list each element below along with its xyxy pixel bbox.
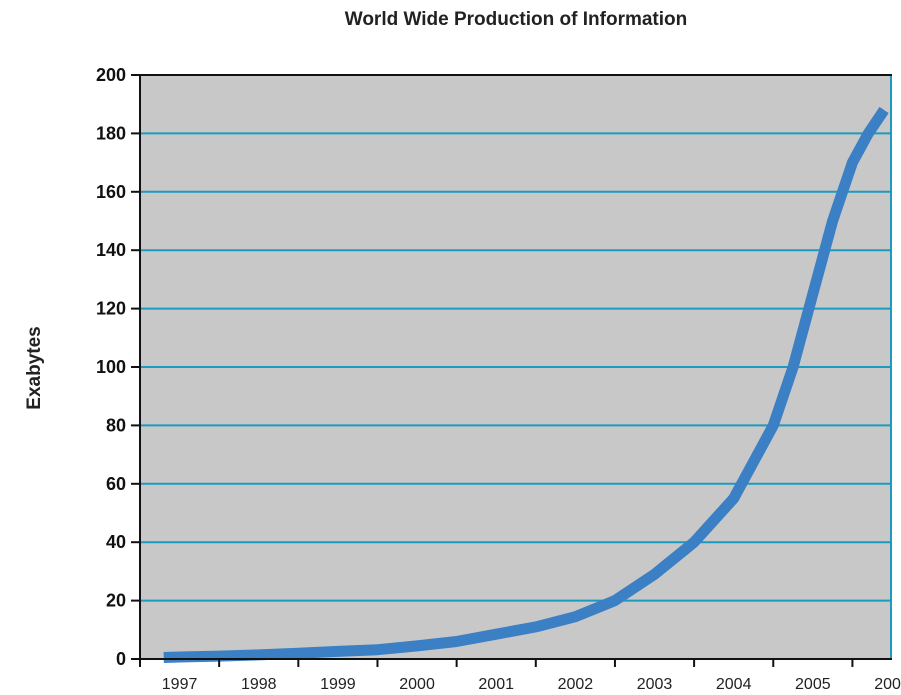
- series-line: [163, 106, 889, 663]
- y-tick-label: 20: [106, 591, 126, 611]
- y-tick-label: 100: [96, 357, 126, 377]
- y-axis-ticks: 0 20 40 60 80 100 120 140 160 180 200: [96, 65, 140, 669]
- y-tick-label: 180: [96, 123, 126, 143]
- y-tick-label: 160: [96, 182, 126, 202]
- x-tick-label: 2005: [795, 676, 831, 693]
- x-tick-label: 2006: [874, 676, 901, 693]
- x-axis-ticks: 1997 1998 1999 2000 2001 2002 2003 2004 2005 2006: [139, 659, 901, 693]
- y-tick-label: 60: [106, 474, 126, 494]
- series-layer: [163, 106, 889, 663]
- x-tick-label: 2003: [637, 676, 673, 693]
- chart-title: World Wide Production of Information: [345, 9, 688, 30]
- x-tick-label: 2002: [558, 676, 594, 693]
- x-tick-label: 2004: [716, 676, 752, 693]
- y-tick-label: 120: [96, 299, 126, 319]
- x-tick-label: 2000: [399, 676, 435, 693]
- y-tick-label: 80: [106, 415, 126, 435]
- x-tick-label: 1997: [162, 676, 198, 693]
- x-tick-label: 1998: [241, 676, 277, 693]
- gridlines: [140, 75, 892, 659]
- y-tick-label: 0: [116, 649, 126, 669]
- y-tick-label: 200: [96, 65, 126, 85]
- y-tick-label: 140: [96, 240, 126, 260]
- y-tick-label: 40: [106, 532, 126, 552]
- x-tick-label: 2001: [478, 676, 514, 693]
- y-axis-label: Exabytes: [24, 326, 45, 409]
- x-tick-label: 1999: [320, 676, 356, 693]
